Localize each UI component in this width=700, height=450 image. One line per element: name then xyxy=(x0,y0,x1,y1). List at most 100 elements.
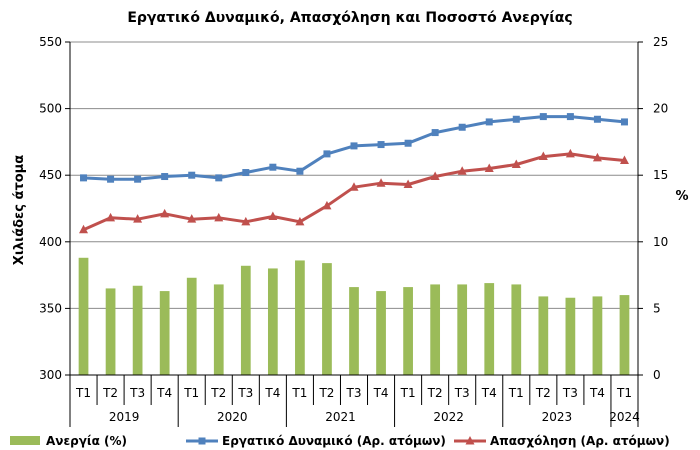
point xyxy=(349,182,359,191)
point xyxy=(593,115,601,123)
bar xyxy=(484,283,495,375)
point xyxy=(377,141,385,149)
point xyxy=(620,118,628,126)
x-tick-label: T3 xyxy=(454,386,470,400)
point xyxy=(134,175,142,183)
point xyxy=(80,174,88,182)
bar-series-unemployment xyxy=(78,257,630,375)
point xyxy=(511,159,521,169)
point xyxy=(565,148,575,158)
chart-title: Εργατικό Δυναμικό, Απασχόληση και Ποσοστ… xyxy=(127,10,572,26)
bar xyxy=(511,284,522,375)
point xyxy=(350,142,358,150)
y-tick-label-right: 15 xyxy=(653,168,668,182)
bar xyxy=(322,263,332,375)
bar xyxy=(105,288,116,375)
axes: 300 350 400 450 500 550 0 5 10 15 20 25 T1 T2 T3 T4 T1 T2… xyxy=(39,35,668,427)
x-tick-label: T2 xyxy=(318,386,334,400)
x-tick-label: T4 xyxy=(373,386,389,400)
year-label: 2021 xyxy=(325,410,356,424)
point xyxy=(242,169,250,177)
point xyxy=(457,166,467,175)
point xyxy=(512,115,520,123)
bar xyxy=(457,284,468,375)
point xyxy=(458,123,466,131)
point xyxy=(268,211,278,220)
y-tick-label-left: 350 xyxy=(39,301,62,315)
point xyxy=(295,216,305,226)
point xyxy=(188,171,196,179)
point xyxy=(485,118,493,126)
x-tick-label: T3 xyxy=(346,386,362,400)
bar xyxy=(240,265,251,375)
year-label: 2022 xyxy=(433,410,464,424)
x-tick-label: T2 xyxy=(535,386,551,400)
point xyxy=(214,212,224,222)
point xyxy=(538,151,548,161)
x-tick-label: T2 xyxy=(102,386,118,400)
point xyxy=(539,113,547,121)
point xyxy=(160,208,170,218)
x-tick-label: T4 xyxy=(481,386,497,400)
legend-item: Εργατικό Δυναμικό (Αρ. ατόμων) xyxy=(186,434,446,448)
legend-item: Ανεργία (%) xyxy=(10,434,127,448)
x-tick-label: T4 xyxy=(156,386,172,400)
bar xyxy=(213,284,224,375)
point xyxy=(161,173,169,181)
x-tick-label: T3 xyxy=(562,386,578,400)
x-tick-label: T1 xyxy=(183,386,199,400)
bar xyxy=(619,295,630,375)
bar xyxy=(403,287,413,375)
bar xyxy=(349,287,359,375)
y-tick-label-right: 25 xyxy=(653,35,668,49)
bar xyxy=(267,268,278,375)
point xyxy=(133,214,143,223)
point xyxy=(269,163,277,171)
x-tick-label: T2 xyxy=(427,386,443,400)
x-tick-label: T4 xyxy=(264,386,280,400)
bar xyxy=(295,260,305,375)
x-tick-label: T1 xyxy=(75,386,91,400)
y-axis-label-left: Χιλιάδες άτομα xyxy=(12,155,27,265)
bar xyxy=(159,291,170,375)
point xyxy=(106,212,116,222)
year-label: 2019 xyxy=(109,410,140,424)
series-line xyxy=(82,152,625,232)
legend: Ανεργία (%) Εργατικό Δυναμικό (Αρ. ατόμων… xyxy=(10,434,670,448)
x-tick-label: T1 xyxy=(616,386,632,400)
point xyxy=(79,224,89,234)
point xyxy=(484,163,494,173)
point xyxy=(107,175,115,183)
legend-label: Ανεργία (%) xyxy=(46,434,127,448)
y-tick-label-left: 550 xyxy=(39,35,62,49)
x-tick-label: T1 xyxy=(508,386,524,400)
legend-marker xyxy=(465,436,475,445)
legend-item: Απασχόληση (Αρ. ατόμων) xyxy=(454,434,670,448)
point xyxy=(403,179,413,189)
bar xyxy=(132,285,143,375)
bar xyxy=(592,296,603,375)
y-tick-label-right: 20 xyxy=(653,102,668,116)
y-tick-label-right: 5 xyxy=(653,301,661,315)
line-series xyxy=(79,113,629,234)
point xyxy=(241,216,251,226)
point xyxy=(376,178,386,187)
x-tick-label: T3 xyxy=(129,386,145,400)
point xyxy=(322,200,332,210)
bar xyxy=(78,257,89,375)
bar xyxy=(538,296,549,375)
point xyxy=(404,139,412,147)
point xyxy=(323,150,331,158)
y-tick-label-left: 450 xyxy=(39,168,62,182)
x-tick-label: T1 xyxy=(400,386,416,400)
x-tick-label: T2 xyxy=(210,386,226,400)
y-tick-label-left: 300 xyxy=(39,368,62,382)
y-axis-label-right: % xyxy=(675,189,688,204)
point xyxy=(431,129,439,137)
bar xyxy=(376,291,386,375)
bar xyxy=(186,277,197,375)
y-tick-label-right: 10 xyxy=(653,235,668,249)
x-tick-label: T1 xyxy=(291,386,307,400)
